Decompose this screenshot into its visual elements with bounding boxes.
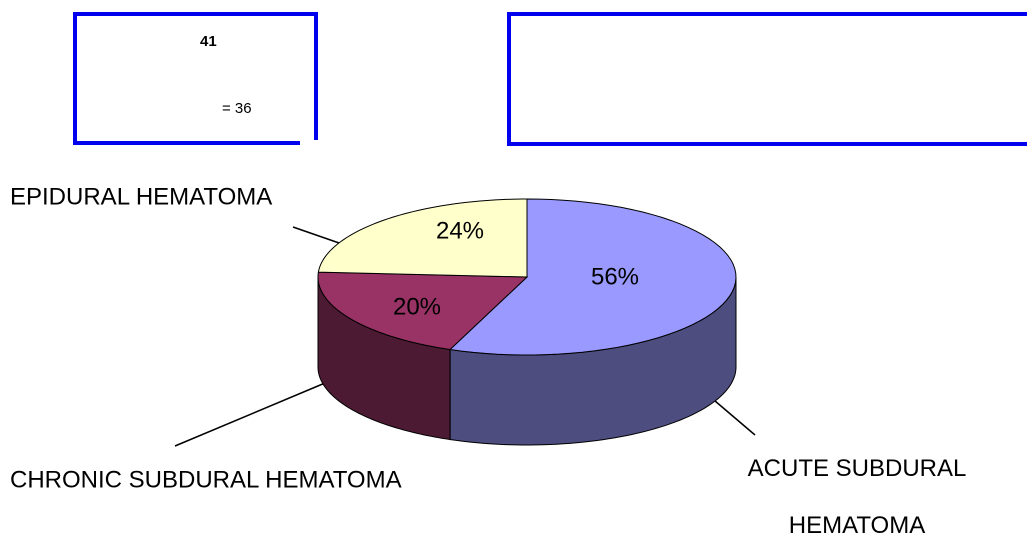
slice <box>317 198 528 278</box>
leader-line <box>707 394 756 436</box>
info-box <box>507 12 1027 146</box>
value-label: 24% <box>436 217 484 244</box>
category-label: ACUTE SUBDURAL HEMATOMA <box>748 455 967 539</box>
info-box <box>73 12 318 145</box>
slice <box>317 271 529 351</box>
category-label: EPIDURAL HEMATOMA <box>10 183 272 210</box>
value-label: 56% <box>591 263 639 290</box>
box-gap <box>300 140 320 146</box>
category-label: CHRONIC SUBDURAL HEMATOMA <box>10 466 402 493</box>
box-note: = 36 <box>222 100 252 117</box>
box-title: 41 <box>200 33 217 50</box>
leader-line <box>174 382 326 447</box>
slice <box>448 198 737 356</box>
value-label: 20% <box>393 293 441 320</box>
